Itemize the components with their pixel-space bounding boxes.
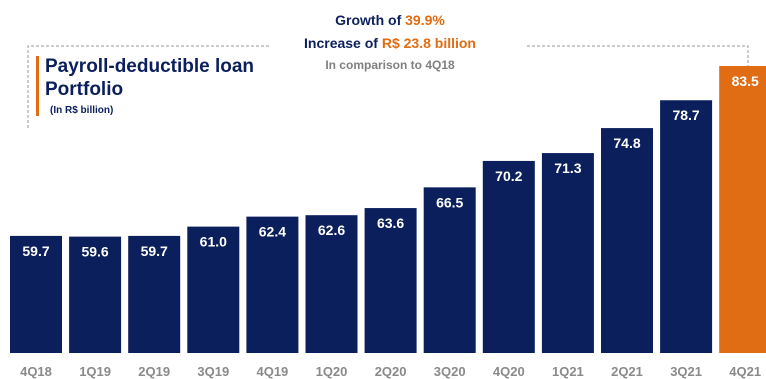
bar-value-label-3Q20: 66.5 [436, 194, 463, 210]
growth-prefix: Growth of [335, 12, 406, 28]
bar-2Q20 [364, 208, 417, 353]
x-tick-label-4Q21: 4Q21 [729, 364, 761, 379]
growth-annotation: Growth of 39.9% [220, 12, 560, 28]
bar-value-label-1Q20: 62.6 [318, 222, 345, 238]
x-tick-label-1Q19: 1Q19 [79, 364, 111, 379]
increase-annotation: Increase of R$ 23.8 billion [220, 35, 560, 51]
bar-value-label-4Q21: 83.5 [732, 73, 759, 89]
bar-2Q19 [128, 235, 181, 353]
bar-3Q19 [187, 226, 240, 353]
bar-3Q21 [660, 100, 713, 353]
x-tick-label-2Q20: 2Q20 [375, 364, 407, 379]
bars-group: 59.7 59.6 59.7 61.0 62.4 62.6 63.6 66.5 70.2 71.3… [10, 65, 766, 354]
x-tick-label-3Q21: 3Q21 [670, 364, 702, 379]
bar-4Q21 [719, 65, 766, 354]
title-accent-bar [36, 56, 39, 116]
x-tick-label-2Q19: 2Q19 [138, 364, 170, 379]
increase-value: R$ 23.8 billion [381, 35, 476, 51]
comparison-bracket-right [527, 45, 749, 70]
comparison-bracket [27, 45, 270, 128]
bar-3Q20 [423, 187, 476, 353]
x-tick-label-3Q20: 3Q20 [434, 364, 466, 379]
growth-value: 39.9% [405, 12, 445, 28]
bar-value-label-1Q19: 59.6 [81, 244, 108, 260]
bar-2Q21 [601, 128, 653, 353]
bar-4Q18 [10, 235, 62, 353]
bar-1Q19 [69, 236, 122, 353]
increase-prefix: Increase of [304, 35, 382, 51]
bar-value-label-2Q19: 59.7 [141, 243, 168, 259]
bar-value-label-4Q19: 62.4 [259, 224, 286, 240]
x-tick-label-1Q20: 1Q20 [316, 364, 348, 379]
chart-subtitle: (In R$ billion) [50, 105, 114, 116]
bar-value-label-3Q21: 78.7 [672, 107, 699, 123]
x-axis-ticks: 4Q18 1Q19 2Q19 3Q19 4Q19 1Q20 2Q20 3Q20 4Q20 1Q21… [20, 364, 761, 379]
bar-4Q19 [246, 216, 299, 353]
bar-value-label-2Q20: 63.6 [377, 215, 404, 231]
bar-value-label-3Q19: 61.0 [200, 234, 227, 250]
bar-value-label-4Q20: 70.2 [495, 168, 522, 184]
x-tick-label-4Q20: 4Q20 [493, 364, 525, 379]
chart-title: Payroll-deductible loan Portfolio [45, 56, 255, 100]
bar-1Q20 [305, 215, 358, 353]
x-tick-label-4Q19: 4Q19 [256, 364, 288, 379]
x-tick-label-2Q21: 2Q21 [611, 364, 643, 379]
x-tick-label-3Q19: 3Q19 [197, 364, 229, 379]
comparison-annotation: In comparison to 4Q18 [325, 58, 455, 72]
bar-value-label-2Q21: 74.8 [613, 135, 640, 151]
x-tick-label-1Q21: 1Q21 [552, 364, 584, 379]
bar-1Q21 [541, 153, 594, 353]
bar-value-label-1Q21: 71.3 [554, 160, 581, 176]
bar-value-label-4Q18: 59.7 [22, 243, 49, 259]
x-tick-label-4Q18: 4Q18 [20, 364, 52, 379]
bar-4Q20 [482, 160, 535, 353]
